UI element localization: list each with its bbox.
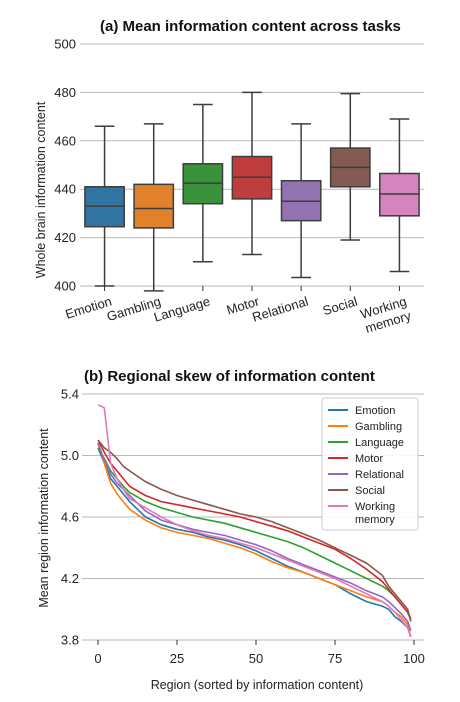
legend-label: Gambling xyxy=(355,421,402,433)
panel-b-x-tick-labels: 0 25 50 75 100 xyxy=(94,640,425,666)
box-body xyxy=(133,183,175,229)
legend-label: Emotion xyxy=(355,405,395,417)
series-line-motor xyxy=(97,439,412,621)
y-tick-label: 3.8 xyxy=(61,633,79,648)
legend-item: Motor xyxy=(328,453,383,465)
x-tick-label: Social xyxy=(321,293,359,318)
legend-label-line: Social xyxy=(355,485,385,497)
box-social xyxy=(329,92,371,241)
x-tick-label: Relational xyxy=(250,293,310,324)
box-gambling xyxy=(133,123,175,292)
y-tick-label: 440 xyxy=(54,182,76,197)
box-motor xyxy=(231,91,273,256)
panel-a-y-tick-labels: 400 420 440 460 480 500 xyxy=(54,37,76,294)
legend-label-line: Gambling xyxy=(355,421,402,433)
legend-item: Language xyxy=(328,437,404,449)
legend-label: Social xyxy=(355,485,385,497)
x-tick-label-line: Relational xyxy=(250,293,310,324)
x-tick-label: Language xyxy=(152,294,212,325)
box-language xyxy=(182,103,224,263)
x-tick-label: 100 xyxy=(403,651,425,666)
series-line-social xyxy=(97,439,412,622)
y-tick-label: 400 xyxy=(54,279,76,294)
legend-label-line: memory xyxy=(355,514,395,526)
x-tick-label: 50 xyxy=(249,651,263,666)
panel-a-title: (a) Mean information content across task… xyxy=(100,18,401,35)
x-tick-label-line: Emotion xyxy=(63,294,113,322)
legend-label: Motor xyxy=(355,453,383,465)
legend-label: Language xyxy=(355,437,404,449)
legend-label-line: Language xyxy=(355,437,404,449)
panel-b-line-plot: (b) Regional skew of information content… xyxy=(37,368,425,692)
x-tick-label: 0 xyxy=(94,651,101,666)
legend-label: Working memory xyxy=(355,501,395,526)
series-line-language xyxy=(97,447,412,619)
y-tick-label: 460 xyxy=(54,133,76,148)
legend-label-line: Relational xyxy=(355,469,404,481)
y-tick-label: 4.6 xyxy=(61,510,79,525)
x-tick-label: 75 xyxy=(328,651,342,666)
legend-item: Gambling xyxy=(328,421,402,433)
panel-b-y-axis-label: Mean region information content xyxy=(37,428,51,608)
panel-a-box-plot: (a) Mean information content across task… xyxy=(34,18,424,336)
x-tick-label: Workingmemory xyxy=(359,293,414,336)
series-line-emotion xyxy=(97,447,412,638)
box-emotion xyxy=(84,125,125,287)
legend-item: Working memory xyxy=(328,501,395,526)
y-tick-label: 420 xyxy=(54,230,76,245)
legend-item: Emotion xyxy=(328,405,395,417)
panel-b-series-lines xyxy=(97,404,412,638)
y-tick-label: 500 xyxy=(54,37,76,52)
panel-b-title: (b) Regional skew of information content xyxy=(84,368,375,385)
y-tick-label: 5.4 xyxy=(61,387,79,402)
legend-label-line: Working xyxy=(355,501,395,513)
panel-a-y-axis-label: Whole brain information content xyxy=(34,101,48,278)
legend-label-line: Emotion xyxy=(355,405,395,417)
panel-b-x-axis-label: Region (sorted by information content) xyxy=(151,678,364,692)
legend-frame xyxy=(321,397,419,531)
panel-b-legend: Emotion Gambling Language Motor Relational So… xyxy=(321,397,419,531)
y-tick-label: 480 xyxy=(54,85,76,100)
legend-label-line: Motor xyxy=(355,453,383,465)
x-tick-label-line: Social xyxy=(321,293,359,318)
x-tick-label: Emotion xyxy=(63,294,113,322)
x-tick-label: 25 xyxy=(170,651,184,666)
series-line-working-memory xyxy=(97,404,412,638)
x-tick-label-line: Language xyxy=(152,294,212,325)
y-tick-label: 4.2 xyxy=(61,571,79,586)
panel-a-boxes xyxy=(84,91,420,292)
legend-label: Relational xyxy=(355,469,404,481)
panel-b-y-tick-labels: 3.8 4.2 4.6 5.0 5.4 xyxy=(61,387,79,648)
legend-item: Relational xyxy=(328,469,404,481)
box-relational xyxy=(280,123,322,279)
legend-item: Social xyxy=(328,485,385,497)
box-working-memory xyxy=(379,118,420,273)
y-tick-label: 5.0 xyxy=(61,448,79,463)
